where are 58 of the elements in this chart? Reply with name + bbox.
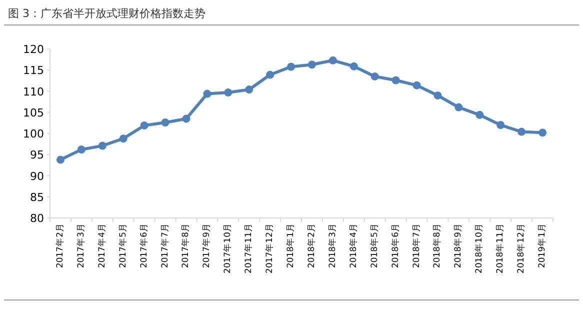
y-tick-label: 110: [23, 85, 44, 98]
chart-title: 图 3：广东省半开放式理财价格指数走势: [8, 7, 206, 20]
point: [454, 103, 463, 112]
x-tick-label: 2017年7月: [159, 223, 170, 268]
point: [496, 121, 505, 130]
x-tick-label: 2019年1月: [536, 223, 548, 268]
y-tick-label: 115: [23, 64, 44, 78]
x-tick-label: 2018年12月: [516, 223, 527, 274]
point: [308, 60, 316, 69]
x-tick-label: 2018年11月: [494, 223, 506, 274]
x-tick-label: 2017年11月: [243, 223, 254, 274]
point: [77, 146, 86, 154]
x-tick-label: 2018年5月: [368, 223, 380, 268]
point: [476, 110, 484, 119]
x-tick-label: 2017年12月: [264, 223, 276, 274]
x-tick-label: 2017年5月: [117, 223, 128, 268]
x-tick-label: 2017年3月: [75, 223, 86, 268]
x-tick-label: 2018年10月: [474, 223, 485, 274]
y-tick-label: 80: [30, 212, 44, 225]
point: [412, 81, 421, 90]
point: [245, 86, 254, 94]
x-tick-label: 2018年6月: [390, 223, 401, 268]
point: [538, 128, 547, 137]
x-tick-label: 2017年9月: [201, 223, 212, 268]
point: [328, 56, 337, 64]
point: [350, 62, 358, 70]
y-tick-label: 95: [30, 148, 44, 162]
x-tick-label: 2018年4月: [348, 223, 359, 268]
point: [119, 134, 128, 143]
x-tick-label: 2018年9月: [452, 223, 464, 268]
y-tick-label: 90: [30, 170, 44, 183]
point: [266, 70, 274, 79]
x-tick-label: 2017年6月: [138, 223, 150, 268]
x-tick-label: 2017年10月: [222, 223, 234, 274]
y-tick-label: 105: [23, 106, 44, 120]
x-tick-label: 2018年2月: [306, 223, 317, 268]
y-tick-label: 100: [23, 128, 44, 140]
x-tick-label: 2018年1月: [285, 223, 296, 268]
point: [203, 90, 212, 98]
x-tick-label: 2018年3月: [326, 223, 338, 268]
point: [161, 118, 170, 127]
x-tick-label: 2017年8月: [180, 223, 192, 268]
x-tick-label: 2017年4月: [96, 223, 108, 268]
y-tick-label: 120: [23, 43, 44, 56]
point: [392, 76, 400, 84]
point: [98, 142, 106, 150]
point: [182, 114, 190, 123]
y-tick-label: 85: [30, 190, 44, 204]
point: [140, 121, 148, 130]
point: [287, 62, 296, 71]
point: [434, 91, 442, 100]
x-tick-label: 2018年7月: [410, 223, 422, 268]
point: [56, 156, 64, 164]
point: [370, 72, 379, 80]
x-tick-label: 2018年8月: [432, 223, 443, 268]
x-tick-label: 2017年2月: [54, 223, 66, 268]
point: [518, 128, 526, 136]
point: [224, 88, 232, 97]
